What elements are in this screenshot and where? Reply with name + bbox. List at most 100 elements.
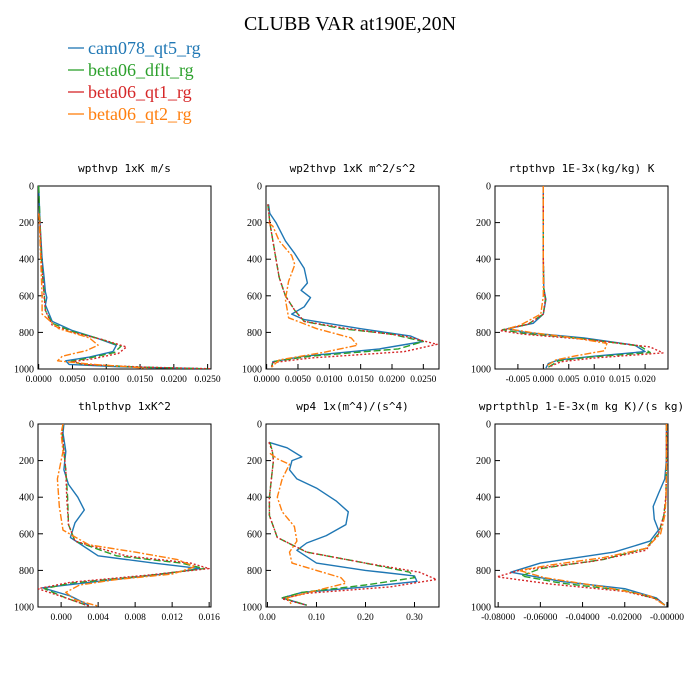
y-tick-label: 200 [476,218,491,229]
y-tick-label: 800 [247,566,262,577]
chart-panel: thlpthvp 1xK^2 0 200 400 600 800 1000 0.000 0.00… [14,400,220,623]
y-tick-label: 800 [247,328,262,339]
y-tick-label: 0 [29,182,34,193]
chart-panel: wp2thvp 1xK m^2/s^2 0 200 400 600 800 1000 0.00… [242,162,440,385]
y-tick-label: 200 [19,218,34,229]
y-tick-label: 400 [19,493,34,504]
series-line [518,424,668,606]
y-tick-label: 0 [257,182,262,193]
series-line [56,424,197,607]
y-tick-label: 1000 [14,603,34,614]
x-tick-label: 0.004 [87,613,109,623]
x-tick-label: 0.00 [259,613,276,623]
x-tick-label: -0.02000 [608,613,642,623]
series-line [38,213,147,369]
series-line [269,452,347,606]
y-tick-label: 400 [476,255,491,266]
chart-title: wprtpthlp 1-E-3x(m kg K)/(s kg) [479,400,684,413]
x-tick-label: -0.005 [506,375,531,385]
x-tick-label: 0.016 [198,613,220,623]
x-tick-label: 0.010 [584,375,606,385]
y-tick-label: 1000 [242,365,262,376]
series-line [38,186,208,369]
x-tick-label: -0.06000 [523,613,557,623]
y-tick-label: 200 [19,456,34,467]
x-tick-label: 0.0250 [195,375,221,385]
x-tick-label: 0.0050 [285,375,311,385]
y-tick-label: 800 [476,328,491,339]
x-tick-label: 0.0050 [59,375,85,385]
series-line [507,186,646,369]
y-tick-label: 600 [19,291,34,302]
y-tick-label: 400 [247,255,262,266]
plot-frame [37,185,212,370]
series-line [507,186,608,367]
y-tick-label: 1000 [471,365,491,376]
chart-panel: wprtpthlp 1-E-3x(m kg K)/(s kg) 0 200 400 60… [471,400,684,623]
series-line [267,204,438,368]
y-tick-label: 1000 [14,365,34,376]
x-tick-label: -0.04000 [566,613,600,623]
series-line [496,424,668,606]
y-tick-label: 600 [19,529,34,540]
y-tick-label: 800 [476,566,491,577]
y-tick-label: 0 [486,420,491,431]
x-tick-label: 0.0100 [93,375,119,385]
y-tick-label: 800 [19,328,34,339]
legend-label: cam078_qt5_rg [88,38,201,58]
series-line [38,186,198,369]
plot-frame [265,423,440,608]
x-tick-label: 0.0150 [348,375,374,385]
y-tick-label: 400 [247,493,262,504]
y-tick-label: 0 [486,182,491,193]
plot-frame [37,423,212,608]
x-tick-label: 0.015 [609,375,631,385]
x-tick-label: 0.0200 [161,375,187,385]
series-line [501,186,651,368]
y-tick-label: 600 [476,529,491,540]
x-tick-label: 0.30 [406,613,423,623]
x-tick-label: 0.000 [50,613,72,623]
x-tick-label: 0.020 [634,375,656,385]
plot-frame [265,185,440,370]
x-tick-label: 0.000 [533,375,555,385]
chart-title: wpthvp 1xK m/s [78,162,171,175]
x-tick-label: 0.20 [357,613,374,623]
series-line [268,442,438,606]
x-tick-label: -0.00000 [650,613,684,623]
series-line [41,424,201,606]
x-tick-label: 0.008 [124,613,146,623]
chart-title: wp4 1x(m^4)/(s^4) [296,400,409,413]
plot-frame [494,185,669,370]
chart-title: rtpthvp 1E-3x(kg/kg) K [509,162,655,175]
y-tick-label: 0 [29,420,34,431]
series-line [38,424,210,607]
y-tick-label: 200 [247,456,262,467]
x-tick-label: 0.0200 [379,375,405,385]
chart-title: thlpthvp 1xK^2 [78,400,171,413]
legend: cam078_qt5_rgbeta06_dflt_rgbeta06_qt1_rg… [68,38,201,124]
legend-label: beta06_qt2_rg [88,104,192,124]
chart-panel: rtpthvp 1E-3x(kg/kg) K 0 200 400 600 800 1000 -… [471,162,669,385]
y-tick-label: 1000 [471,603,491,614]
y-tick-label: 200 [476,456,491,467]
series-line [38,213,211,369]
y-tick-label: 0 [257,420,262,431]
series-line [510,424,668,606]
x-tick-label: 0.0000 [26,375,52,385]
figure-title: CLUBB VAR at190E,20N [244,13,456,35]
y-tick-label: 200 [247,218,262,229]
y-tick-label: 600 [247,291,262,302]
x-tick-label: 0.005 [558,375,580,385]
y-tick-label: 1000 [242,603,262,614]
series-line [268,222,359,368]
x-tick-label: 0.0250 [410,375,436,385]
chart-title: wp2thvp 1xK m^2/s^2 [290,162,416,175]
y-tick-label: 400 [476,493,491,504]
plot-frame [494,423,669,608]
x-tick-label: -0.08000 [481,613,515,623]
y-tick-label: 800 [19,566,34,577]
